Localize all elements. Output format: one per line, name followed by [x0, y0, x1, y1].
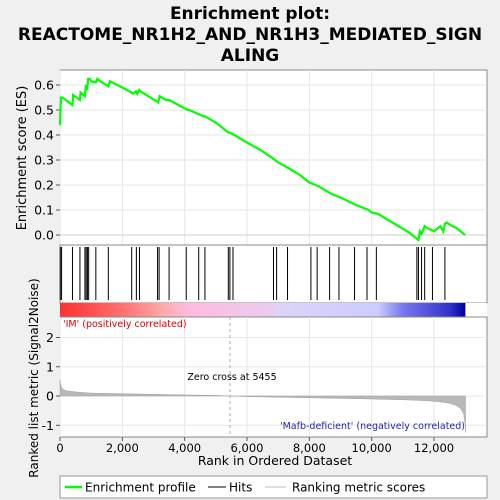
metric-y-tick-label: 1	[46, 359, 54, 374]
metric-y-tick-label: -1	[42, 418, 54, 433]
x-axis: 0 2,000 4,000 6,000 8,000 10,000 12,000	[56, 437, 454, 455]
es-y-tick-label: 0.2	[34, 178, 54, 193]
enrichment-profile-line	[58, 77, 466, 243]
x-tick-label: 0	[56, 441, 63, 455]
es-gridlines	[59, 70, 487, 245]
x-tick-label: 12,000	[414, 441, 454, 455]
x-tick-label: 4,000	[168, 441, 201, 455]
hits-panel	[59, 244, 488, 304]
ranking-metric-area	[59, 379, 466, 433]
positive-correlation-label: 'IM' (positively correlated)	[63, 319, 187, 330]
es-y-tick-label: 0.5	[34, 103, 54, 118]
es-y-axis-label: Enrichment score (ES)	[15, 86, 30, 231]
chart-title-line-3: ALING	[221, 46, 280, 66]
es-y-tick-label: 0.0	[34, 228, 54, 243]
rank-gradient-bar	[60, 303, 487, 317]
chart-title-line-2: REACTOME_NR1H2_AND_NR1H3_MEDIATED_SIGN	[18, 25, 482, 45]
es-panel-background	[59, 69, 488, 246]
es-y-tick-label: 0.4	[34, 128, 54, 143]
hit-markers	[59, 247, 446, 300]
x-tick-label: 6,000	[231, 441, 264, 455]
metric-y-axis-label: Ranked list metric (Signal2Noise)	[27, 278, 41, 477]
x-tick-label: 8,000	[293, 441, 326, 455]
metric-y-axis: -1 0 1 2	[42, 330, 60, 433]
es-y-tick-label: 0.1	[34, 203, 54, 218]
es-y-tick-label: 0.6	[34, 78, 54, 93]
zero-cross-label: Zero cross at 5455	[187, 372, 276, 383]
legend-enrichment-profile-label: Enrichment profile	[85, 481, 196, 495]
gradient-bar-fill	[60, 303, 487, 317]
x-tick-label: 10,000	[352, 441, 392, 455]
negative-correlation-label: 'Mafb-deficient' (negatively correlated)	[280, 421, 465, 432]
legend-ranking-metric-label: Ranking metric scores	[292, 481, 425, 495]
x-tick-label: 2,000	[106, 441, 139, 455]
chart-title-line-1: Enrichment plot:	[170, 4, 330, 24]
x-axis-label: Rank in Ordered Dataset	[198, 453, 352, 468]
es-y-tick-label: 0.3	[34, 153, 54, 168]
es-y-axis: 0.0 0.1 0.2 0.3 0.4 0.5 0.6	[34, 78, 60, 243]
legend: Enrichment profile Hits Ranking metric s…	[59, 475, 488, 499]
metric-y-tick-label: 2	[46, 330, 54, 345]
metric-y-tick-label: 0	[46, 389, 54, 404]
legend-hits-label: Hits	[229, 481, 252, 495]
es-panel: 0.0 0.1 0.2 0.3 0.4 0.5 0.6 Enrichment score (…	[15, 69, 488, 246]
